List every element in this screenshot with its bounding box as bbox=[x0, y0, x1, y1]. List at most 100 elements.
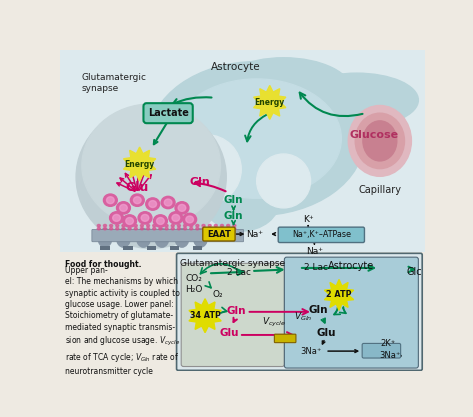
Text: Upper pan-
el: The mechanisms by which
synaptic activity is coupled to
glucose u: Upper pan- el: The mechanisms by which s… bbox=[65, 266, 180, 376]
Ellipse shape bbox=[169, 212, 183, 224]
Ellipse shape bbox=[159, 228, 162, 230]
Ellipse shape bbox=[161, 196, 175, 208]
Text: Gln: Gln bbox=[226, 306, 245, 316]
Ellipse shape bbox=[186, 216, 193, 223]
Ellipse shape bbox=[348, 106, 412, 176]
Polygon shape bbox=[189, 299, 221, 333]
Ellipse shape bbox=[172, 79, 342, 198]
Ellipse shape bbox=[147, 224, 149, 227]
Ellipse shape bbox=[122, 224, 125, 227]
Text: Gln: Gln bbox=[308, 304, 328, 314]
Ellipse shape bbox=[153, 228, 156, 230]
Ellipse shape bbox=[184, 224, 186, 227]
Ellipse shape bbox=[164, 199, 172, 206]
Ellipse shape bbox=[159, 224, 162, 227]
Text: O₂: O₂ bbox=[213, 290, 223, 299]
Ellipse shape bbox=[110, 224, 113, 227]
Ellipse shape bbox=[171, 224, 174, 227]
Ellipse shape bbox=[203, 169, 280, 231]
Text: $V_{cycle}$: $V_{cycle}$ bbox=[262, 316, 287, 329]
Ellipse shape bbox=[153, 215, 167, 227]
Text: EAAT: EAAT bbox=[207, 230, 231, 239]
Ellipse shape bbox=[178, 204, 186, 211]
Ellipse shape bbox=[149, 201, 157, 208]
Text: Glucose: Glucose bbox=[350, 130, 399, 140]
FancyBboxPatch shape bbox=[123, 246, 133, 250]
Text: K⁺: K⁺ bbox=[303, 215, 314, 224]
Ellipse shape bbox=[153, 224, 156, 227]
Text: $V_{Gln}$: $V_{Gln}$ bbox=[294, 311, 312, 324]
Text: 2 ATP: 2 ATP bbox=[326, 290, 352, 299]
Ellipse shape bbox=[193, 229, 207, 247]
Ellipse shape bbox=[184, 228, 186, 230]
Ellipse shape bbox=[104, 224, 106, 227]
Ellipse shape bbox=[144, 105, 192, 122]
Text: Glu: Glu bbox=[126, 181, 149, 193]
FancyBboxPatch shape bbox=[176, 253, 422, 370]
Ellipse shape bbox=[177, 224, 180, 227]
FancyBboxPatch shape bbox=[203, 227, 235, 241]
Text: 3Na⁺: 3Na⁺ bbox=[301, 347, 322, 357]
Ellipse shape bbox=[190, 224, 193, 227]
Ellipse shape bbox=[208, 224, 211, 227]
FancyBboxPatch shape bbox=[362, 344, 401, 358]
Ellipse shape bbox=[172, 135, 241, 204]
Ellipse shape bbox=[134, 224, 137, 227]
Ellipse shape bbox=[233, 224, 236, 227]
Ellipse shape bbox=[116, 229, 131, 247]
Ellipse shape bbox=[149, 62, 365, 216]
Ellipse shape bbox=[257, 154, 311, 208]
Ellipse shape bbox=[141, 214, 149, 221]
Ellipse shape bbox=[137, 229, 150, 247]
Text: 2 Lac: 2 Lac bbox=[304, 263, 328, 272]
Text: Gln: Gln bbox=[224, 211, 243, 221]
FancyBboxPatch shape bbox=[274, 334, 296, 343]
Text: 34 ATP: 34 ATP bbox=[190, 311, 220, 320]
FancyBboxPatch shape bbox=[278, 227, 365, 243]
Text: CO₂
H₂O: CO₂ H₂O bbox=[185, 274, 202, 294]
Polygon shape bbox=[123, 147, 156, 181]
Ellipse shape bbox=[126, 218, 133, 224]
Ellipse shape bbox=[190, 228, 193, 230]
Text: Glutamatergic synapse: Glutamatergic synapse bbox=[180, 259, 285, 268]
Text: Lactate: Lactate bbox=[148, 108, 189, 118]
Ellipse shape bbox=[133, 197, 141, 203]
Ellipse shape bbox=[122, 228, 125, 230]
Ellipse shape bbox=[140, 224, 143, 227]
Text: Na⁺: Na⁺ bbox=[306, 247, 323, 256]
Ellipse shape bbox=[363, 121, 397, 161]
Text: Glc: Glc bbox=[407, 267, 422, 277]
Text: Glutamatergic
synapse: Glutamatergic synapse bbox=[82, 73, 147, 93]
Text: Na⁺: Na⁺ bbox=[246, 230, 263, 239]
Text: Na⁺,K⁺–ATPase: Na⁺,K⁺–ATPase bbox=[292, 230, 351, 239]
FancyBboxPatch shape bbox=[92, 229, 244, 242]
Ellipse shape bbox=[76, 106, 226, 248]
Ellipse shape bbox=[196, 228, 199, 230]
FancyBboxPatch shape bbox=[147, 246, 156, 250]
Ellipse shape bbox=[355, 113, 404, 168]
Ellipse shape bbox=[146, 198, 160, 210]
Ellipse shape bbox=[140, 228, 143, 230]
Ellipse shape bbox=[110, 228, 113, 230]
Polygon shape bbox=[254, 85, 286, 119]
Ellipse shape bbox=[220, 228, 224, 230]
Ellipse shape bbox=[128, 228, 131, 230]
Ellipse shape bbox=[214, 224, 218, 227]
Ellipse shape bbox=[134, 228, 137, 230]
Text: 3Na⁺: 3Na⁺ bbox=[379, 351, 401, 360]
Ellipse shape bbox=[295, 73, 418, 127]
Ellipse shape bbox=[172, 214, 180, 221]
Ellipse shape bbox=[157, 218, 164, 224]
FancyBboxPatch shape bbox=[61, 50, 425, 252]
Ellipse shape bbox=[97, 224, 100, 227]
Ellipse shape bbox=[214, 228, 218, 230]
Ellipse shape bbox=[106, 197, 114, 203]
Ellipse shape bbox=[116, 228, 119, 230]
Ellipse shape bbox=[175, 202, 189, 214]
Ellipse shape bbox=[196, 224, 199, 227]
Text: Gln: Gln bbox=[190, 178, 210, 188]
Ellipse shape bbox=[113, 214, 120, 221]
Text: Glu: Glu bbox=[220, 328, 239, 338]
Ellipse shape bbox=[227, 224, 230, 227]
FancyBboxPatch shape bbox=[100, 246, 110, 250]
